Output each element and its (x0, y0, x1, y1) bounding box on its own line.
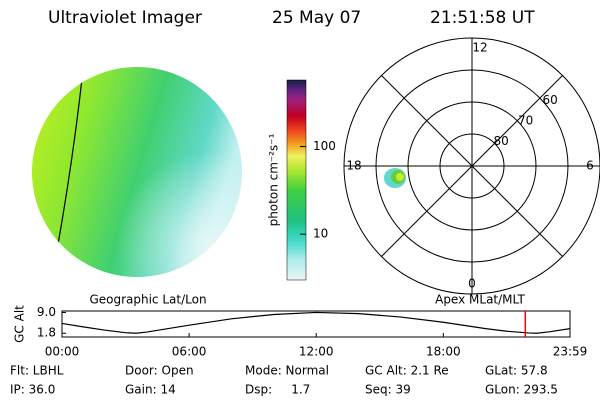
colorbar-tick-label: 10 (313, 227, 328, 241)
polar-mlt-label: 18 (346, 159, 361, 173)
colorbar-frame (286, 79, 307, 281)
y-axis-label: GC Alt (13, 305, 27, 343)
status-field: Seq: 39 (365, 383, 411, 397)
earth-image (32, 67, 242, 277)
status-field: IP: 36.0 (10, 383, 55, 397)
x-tick-label: 18:00 (426, 345, 461, 359)
instrument: Ultraviolet Imager (48, 8, 202, 28)
status-field: Flt: LBHL (10, 364, 64, 378)
x-tick-label: 23:59 (553, 345, 588, 359)
altitude-line (61, 311, 571, 334)
status-field: Mode: Normal (245, 364, 329, 378)
date: 25 May 07 (272, 8, 361, 28)
y-tick-label: 9.0 (37, 305, 56, 319)
colorbar (287, 80, 306, 280)
polar-mlt-label: 12 (472, 41, 487, 55)
polar-ring-label: 70 (518, 114, 533, 128)
x-tick-label: 12:00 (299, 345, 334, 359)
status-field: GC Alt: 2.1 Re (365, 364, 449, 378)
polar-mlt-label: 6 (586, 159, 594, 173)
polar-mlt-label: 0 (468, 277, 476, 291)
x-tick-label: 06:00 (172, 345, 207, 359)
status-field: Door: Open (125, 364, 194, 378)
left-image-label: Geographic Lat/Lon (89, 293, 206, 307)
aurora-spot (384, 168, 406, 188)
y-tick-label: 1.8 (37, 326, 56, 340)
colorbar-label: photon cm⁻²s⁻¹ (267, 133, 281, 226)
polar-ring-label: 60 (542, 93, 557, 107)
status-field: Dsp: 1.7 (245, 383, 310, 397)
x-tick-label: 00:00 (45, 345, 80, 359)
colorbar-tick-label: 100 (313, 139, 336, 153)
polar-ring-label: 80 (493, 134, 508, 148)
status-field: GLat: 57.8 (485, 364, 548, 378)
status-field: Gain: 14 (125, 383, 176, 397)
right-image-label: Apex MLat/MLT (435, 293, 525, 307)
status-field: GLon: 293.5 (485, 383, 558, 397)
time: 21:51:58 UT (430, 8, 535, 28)
